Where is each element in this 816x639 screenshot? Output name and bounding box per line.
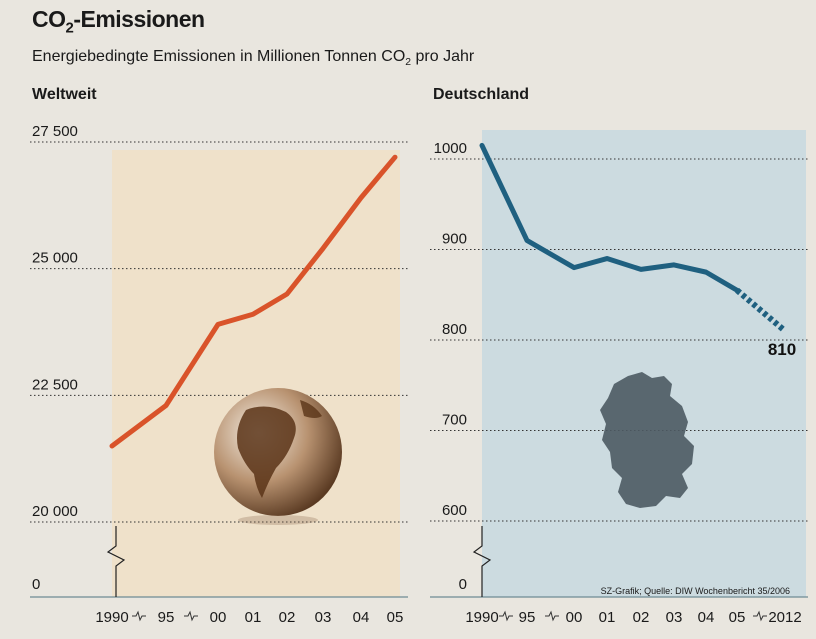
globe-icon bbox=[214, 388, 342, 525]
x-tick-label: 2012 bbox=[768, 609, 801, 626]
y-tick-label: 27 500 bbox=[32, 123, 78, 140]
axis-break-icon bbox=[472, 526, 492, 597]
series-line bbox=[109, 154, 398, 449]
y-tick-label: 0 bbox=[459, 576, 467, 593]
end-value-label: 810 bbox=[768, 340, 796, 359]
x-tick-label: 95 bbox=[158, 609, 175, 626]
y-tick-label: 22 500 bbox=[32, 376, 78, 393]
x-tick-label: 04 bbox=[353, 609, 370, 626]
page-subtitle: Energiebedingte Emissionen in Millionen … bbox=[32, 48, 475, 69]
x-tick-label: 03 bbox=[666, 609, 683, 626]
y-tick-label: 25 000 bbox=[32, 250, 78, 267]
x-tick-label: 01 bbox=[599, 609, 616, 626]
y-tick-label: 700 bbox=[442, 412, 467, 429]
axis-break-icon bbox=[106, 526, 126, 597]
plot-background bbox=[482, 130, 806, 597]
x-tick-label: 1990 bbox=[95, 609, 128, 626]
x-axis-break-icon bbox=[499, 610, 513, 622]
world-panel-title: Weltweit bbox=[32, 86, 97, 103]
x-tick-label: 05 bbox=[729, 609, 746, 626]
x-tick-label: 00 bbox=[566, 609, 583, 626]
source-note: SZ-Grafik; Quelle: DIW Wochenbericht 35/… bbox=[601, 586, 790, 596]
y-tick-label: 20 000 bbox=[32, 503, 78, 520]
x-tick-label: 00 bbox=[210, 609, 227, 626]
x-tick-label: 03 bbox=[315, 609, 332, 626]
germany-chart: 0 600 700 800 900 1000 1990 95 00 01 02 03 04 05 2012 8… bbox=[430, 130, 808, 626]
page-title: CO2-Emissionen bbox=[32, 6, 205, 37]
x-tick-label: 02 bbox=[633, 609, 650, 626]
x-tick-label: 02 bbox=[279, 609, 296, 626]
projected-series-line bbox=[735, 287, 787, 334]
y-tick-label: 1000 bbox=[434, 140, 467, 157]
y-tick-label: 0 bbox=[32, 576, 40, 593]
germany-map-icon bbox=[600, 372, 694, 508]
world-chart: 0 20 000 22 500 25 000 27 500 1990 95 00 01 02 03 0… bbox=[30, 123, 408, 626]
series-line bbox=[479, 142, 740, 293]
y-tick-label: 900 bbox=[442, 231, 467, 248]
y-tick-label: 800 bbox=[442, 321, 467, 338]
x-tick-label: 05 bbox=[387, 609, 404, 626]
x-axis-break-icon bbox=[753, 610, 767, 622]
germany-panel-title: Deutschland bbox=[433, 86, 530, 103]
x-axis-break-icon bbox=[184, 610, 198, 622]
x-axis-break-icon bbox=[545, 610, 559, 622]
y-tick-label: 600 bbox=[442, 502, 467, 519]
x-tick-label: 01 bbox=[245, 609, 262, 626]
x-tick-label: 04 bbox=[698, 609, 715, 626]
x-axis-break-icon bbox=[132, 610, 146, 622]
x-tick-label: 95 bbox=[519, 609, 536, 626]
plot-background bbox=[112, 150, 400, 597]
x-tick-label: 1990 bbox=[465, 609, 498, 626]
